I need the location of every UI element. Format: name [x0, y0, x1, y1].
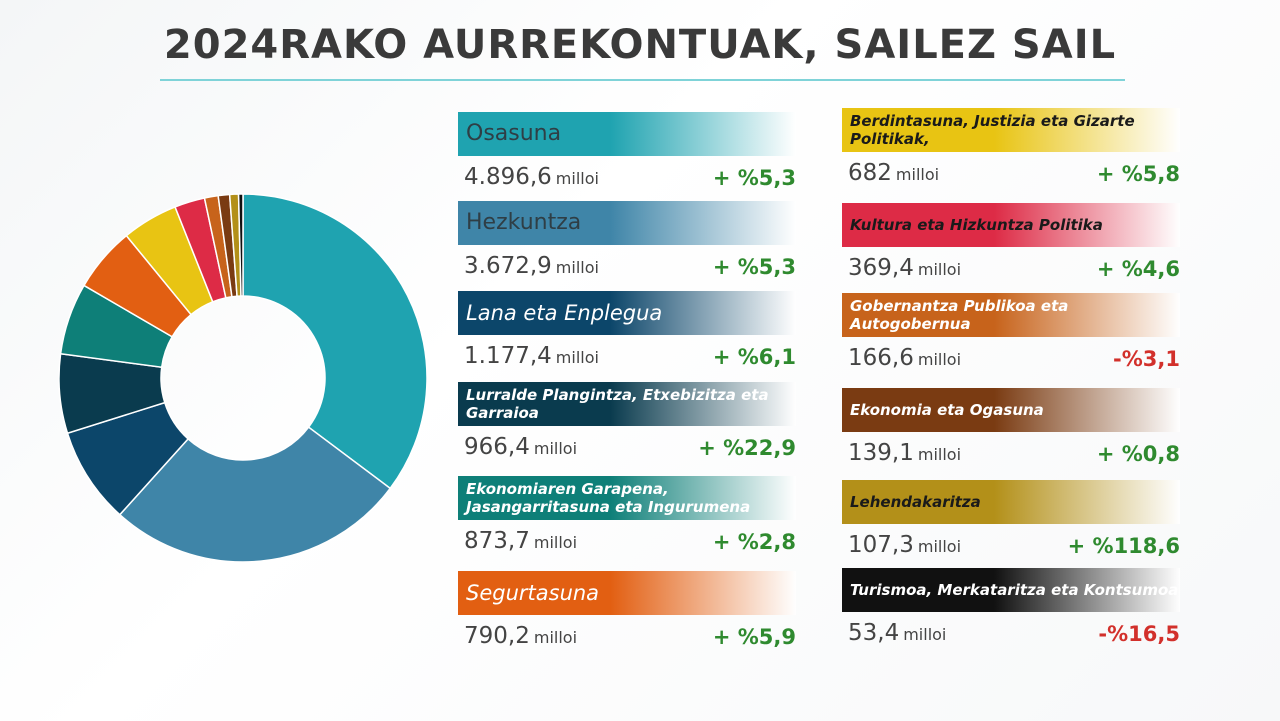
- donut-slice: [118, 426, 392, 563]
- department-header: Lehendakaritza: [842, 480, 1180, 524]
- amount-unit: milloi: [917, 537, 962, 556]
- department-name: Turismoa, Merkataritza eta Kontsumoa: [850, 581, 1179, 599]
- amount-unit: milloi: [533, 439, 578, 458]
- department-card: Lana eta Enplegua 1.177,4 milloi + %6,1: [458, 291, 796, 386]
- department-header: Lana eta Enplegua: [458, 291, 796, 335]
- amount-value: 790,2: [464, 623, 530, 649]
- amount-unit: milloi: [895, 165, 940, 184]
- budget-donut-chart: [58, 193, 428, 563]
- department-name: Kultura eta Hizkuntza Politika: [850, 216, 1103, 234]
- page-title: 2024RAKO AURREKONTUAK, SAILEZ SAIL: [163, 22, 1117, 68]
- department-amount: 873,7 milloi: [464, 528, 577, 554]
- department-change: + %5,3: [712, 166, 796, 190]
- amount-unit: milloi: [533, 533, 578, 552]
- department-change: + %5,8: [1096, 162, 1180, 186]
- department-amount: 369,4 milloi: [848, 255, 961, 281]
- department-card: Ekonomia eta Ogasuna 139,1 milloi + %0,8: [842, 388, 1180, 483]
- amount-unit: milloi: [533, 628, 578, 647]
- department-amount: 53,4 milloi: [848, 620, 946, 646]
- department-change: + %5,9: [712, 625, 796, 649]
- department-header: Ekonomia eta Ogasuna: [842, 388, 1180, 432]
- amount-value: 53,4: [848, 620, 900, 646]
- department-name: Ekonomia eta Ogasuna: [850, 401, 1044, 419]
- department-header: Osasuna: [458, 112, 796, 156]
- department-card: Osasuna 4.896,6 milloi + %5,3: [458, 112, 796, 207]
- department-name: Lehendakaritza: [850, 493, 981, 511]
- amount-value: 966,4: [464, 434, 530, 460]
- department-card: Kultura eta Hizkuntza Politika 369,4 millo…: [842, 203, 1180, 298]
- department-name: Gobernantza Publikoa eta Autogobernua: [850, 297, 1069, 333]
- amount-value: 3.672,9: [464, 253, 552, 279]
- department-amount: 107,3 milloi: [848, 532, 961, 558]
- department-change: + %0,8: [1096, 442, 1180, 466]
- department-name: Lurralde Plangintza, Etxebizitza eta Gar…: [466, 386, 769, 422]
- department-change: -%3,1: [1113, 347, 1180, 371]
- amount-value: 107,3: [848, 532, 914, 558]
- department-header: Hezkuntza: [458, 201, 796, 245]
- department-change: + %5,3: [712, 255, 796, 279]
- title-divider: [160, 79, 1125, 81]
- department-card: Ekonomiaren Garapena, Jasangarritasuna e…: [458, 476, 796, 571]
- department-change: + %118,6: [1067, 534, 1180, 558]
- amount-unit: milloi: [555, 348, 599, 367]
- department-name: Lana eta Enplegua: [466, 301, 663, 325]
- department-amount: 166,6 milloi: [848, 345, 961, 371]
- department-card: Berdintasuna, Justizia eta Gizarte Polit…: [842, 108, 1180, 203]
- department-change: + %2,8: [712, 530, 796, 554]
- department-header: Ekonomiaren Garapena, Jasangarritasuna e…: [458, 476, 796, 520]
- amount-unit: milloi: [555, 258, 599, 277]
- amount-value: 1.177,4: [464, 343, 552, 369]
- department-card: Gobernantza Publikoa eta Autogobernua 166…: [842, 293, 1180, 388]
- department-name: Hezkuntza: [466, 210, 582, 235]
- amount-value: 369,4: [848, 255, 914, 281]
- department-change: -%16,5: [1098, 622, 1180, 646]
- department-name: Berdintasuna, Justizia eta Gizarte Polit…: [850, 112, 1135, 148]
- department-name: Segurtasuna: [466, 581, 600, 605]
- department-amount: 4.896,6 milloi: [464, 164, 599, 190]
- department-card: Lurralde Plangintza, Etxebizitza eta Gar…: [458, 382, 796, 477]
- amount-value: 166,6: [848, 345, 914, 371]
- department-change: + %6,1: [712, 345, 796, 369]
- department-amount: 3.672,9 milloi: [464, 253, 599, 279]
- department-amount: 1.177,4 milloi: [464, 343, 599, 369]
- amount-unit: milloi: [555, 169, 599, 188]
- department-card: Turismoa, Merkataritza eta Kontsumoa 53,4…: [842, 568, 1180, 663]
- amount-unit: milloi: [917, 350, 962, 369]
- amount-value: 139,1: [848, 440, 914, 466]
- department-header: Kultura eta Hizkuntza Politika: [842, 203, 1180, 247]
- department-card: Lehendakaritza 107,3 milloi + %118,6: [842, 480, 1180, 575]
- amount-value: 682: [848, 160, 892, 186]
- department-header: Turismoa, Merkataritza eta Kontsumoa: [842, 568, 1180, 612]
- department-name: Osasuna: [466, 121, 562, 146]
- department-change: + %22,9: [698, 436, 796, 460]
- department-card: Segurtasuna 790,2 milloi + %5,9: [458, 571, 796, 666]
- department-amount: 139,1 milloi: [848, 440, 961, 466]
- department-header: Gobernantza Publikoa eta Autogobernua: [842, 293, 1180, 337]
- donut-slice: [237, 193, 244, 297]
- department-amount: 682 milloi: [848, 160, 939, 186]
- department-amount: 966,4 milloi: [464, 434, 577, 460]
- amount-unit: milloi: [903, 625, 947, 644]
- amount-unit: milloi: [917, 260, 962, 279]
- department-header: Lurralde Plangintza, Etxebizitza eta Gar…: [458, 382, 796, 426]
- amount-unit: milloi: [917, 445, 962, 464]
- amount-value: 4.896,6: [464, 164, 552, 190]
- department-change: + %4,6: [1096, 257, 1180, 281]
- department-name: Ekonomiaren Garapena, Jasangarritasuna e…: [466, 480, 751, 516]
- department-amount: 790,2 milloi: [464, 623, 577, 649]
- department-card: Hezkuntza 3.672,9 milloi + %5,3: [458, 201, 796, 296]
- department-header: Segurtasuna: [458, 571, 796, 615]
- amount-value: 873,7: [464, 528, 530, 554]
- donut-slice: [242, 193, 428, 490]
- department-header: Berdintasuna, Justizia eta Gizarte Polit…: [842, 108, 1180, 152]
